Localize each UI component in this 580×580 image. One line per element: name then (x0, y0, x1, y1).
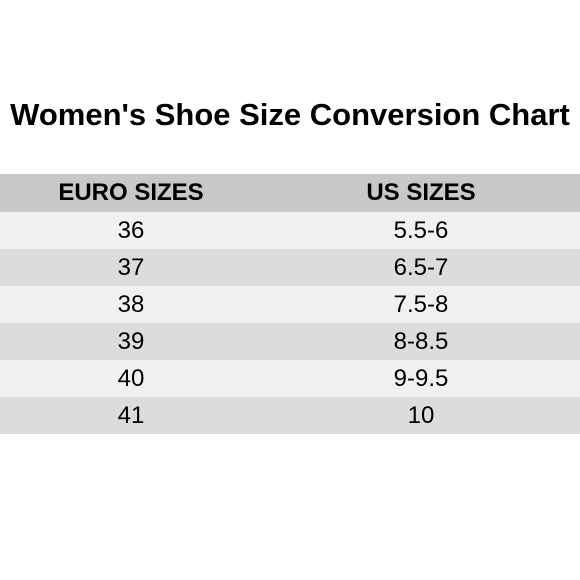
us-size-cell: 6.5-7 (393, 254, 449, 281)
table-row: 41 10 (0, 397, 580, 434)
euro-size-cell: 36 (117, 217, 145, 244)
table-row: 38 7.5-8 (0, 286, 580, 323)
euro-size-cell: 41 (117, 402, 145, 429)
us-size-cell: 10 (407, 402, 435, 429)
table-row: 39 8-8.5 (0, 323, 580, 360)
euro-size-cell: 38 (117, 291, 145, 318)
table-row: 40 9-9.5 (0, 360, 580, 397)
us-size-cell: 7.5-8 (393, 291, 449, 318)
us-size-cell: 9-9.5 (393, 365, 449, 392)
size-conversion-table: EURO SIZES US SIZES 36 5.5-6 37 6.5-7 38… (0, 174, 580, 434)
page-title: Women's Shoe Size Conversion Chart (10, 97, 570, 132)
euro-size-cell: 39 (117, 328, 145, 355)
header-euro-sizes: EURO SIZES (58, 179, 204, 206)
table-row: 37 6.5-7 (0, 249, 580, 286)
us-size-cell: 8-8.5 (393, 328, 449, 355)
euro-size-cell: 37 (117, 254, 145, 281)
table-row: 36 5.5-6 (0, 212, 580, 249)
us-size-cell: 5.5-6 (393, 217, 449, 244)
table-header-row: EURO SIZES US SIZES (0, 174, 580, 212)
euro-size-cell: 40 (117, 365, 145, 392)
header-us-sizes: US SIZES (366, 179, 476, 206)
